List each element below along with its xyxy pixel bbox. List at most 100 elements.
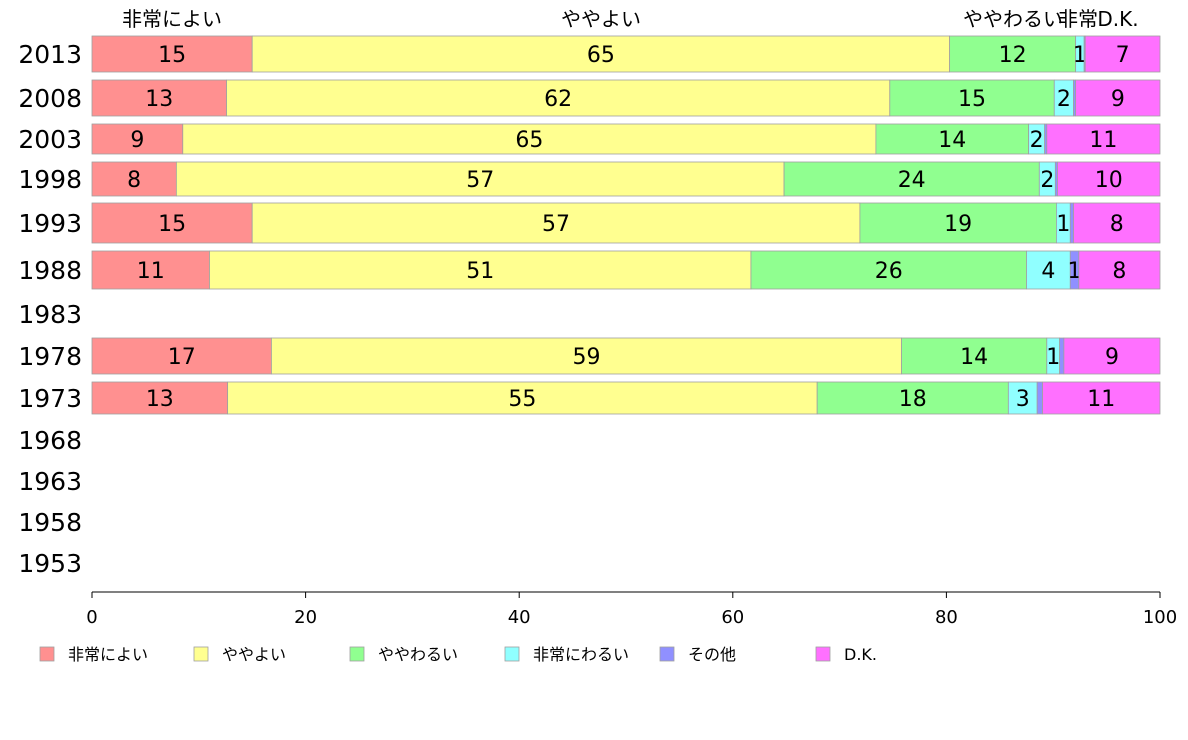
bar-1973-1 <box>227 381 818 415</box>
bar-label-1998-5: 10 <box>1095 168 1123 193</box>
bar-label-1998-1: 57 <box>466 168 494 193</box>
legend-swatch-0 <box>39 646 55 662</box>
bar-label-1978-1: 59 <box>572 345 600 370</box>
bar-label-1993-2: 19 <box>944 212 972 237</box>
bar-label-2003-5: 11 <box>1089 128 1117 153</box>
bar-2013-5 <box>1084 35 1161 73</box>
bar-2003-2 <box>875 123 1030 155</box>
bar-1978-4 <box>1059 337 1065 375</box>
top-label-3: 非常 <box>1058 7 1098 31</box>
bar-label-2013-1: 65 <box>587 43 615 68</box>
bar-2008-1 <box>226 79 891 117</box>
bar-label-1988-2: 26 <box>875 259 903 284</box>
bar-label-2008-3: 2 <box>1057 87 1071 112</box>
legend-label-4: その他 <box>688 645 736 664</box>
year-label-1973: 1973 <box>18 384 82 413</box>
bar-label-1973-3: 3 <box>1016 387 1030 412</box>
bar-label-2008-0: 13 <box>145 87 173 112</box>
year-label-2003: 2003 <box>18 125 82 154</box>
bar-2008-0 <box>91 79 227 117</box>
bar-label-1988-5: 8 <box>1112 259 1126 284</box>
legend-label-1: ややよい <box>222 645 286 664</box>
year-label-2013: 2013 <box>18 40 82 69</box>
x-tick-label-100: 100 <box>1143 607 1177 628</box>
bar-2008-5 <box>1075 79 1161 117</box>
legend-label-0: 非常によい <box>68 645 148 664</box>
bar-label-1973-5: 11 <box>1087 387 1115 412</box>
bar-label-1988-1: 51 <box>466 259 494 284</box>
bar-label-1988-4: 1 <box>1068 259 1082 284</box>
x-tick-label-20: 20 <box>294 607 317 628</box>
bar-2013-1 <box>251 35 951 73</box>
bar-label-2008-1: 62 <box>544 87 572 112</box>
bar-1998-1 <box>175 161 785 197</box>
bar-label-1988-0: 11 <box>137 259 165 284</box>
year-label-1983: 1983 <box>18 300 82 329</box>
bar-label-1993-3: 1 <box>1056 212 1070 237</box>
bar-label-2003-3: 2 <box>1030 128 1044 153</box>
year-label-1988: 1988 <box>18 256 82 285</box>
legend-swatch-2 <box>349 646 365 662</box>
bar-label-1998-0: 8 <box>127 168 141 193</box>
bar-1973-5 <box>1042 381 1161 415</box>
bar-1993-4 <box>1069 202 1074 244</box>
bar-label-1993-5: 8 <box>1110 212 1124 237</box>
bar-1973-2 <box>816 381 1009 415</box>
bar-1988-1 <box>209 250 752 290</box>
bar-1978-0 <box>91 337 272 375</box>
bar-label-1973-2: 18 <box>899 387 927 412</box>
legend-label-5: D.K. <box>844 645 877 664</box>
bar-1998-2 <box>783 161 1040 197</box>
bar-label-1998-2: 24 <box>898 168 926 193</box>
bar-1973-3 <box>1007 381 1038 415</box>
bar-1998-0 <box>91 161 177 197</box>
year-label-1958: 1958 <box>18 508 82 537</box>
bar-label-1993-0: 15 <box>158 212 186 237</box>
top-label-2: ややわるい <box>963 7 1063 31</box>
bar-1973-4 <box>1036 381 1043 415</box>
bar-1973-0 <box>91 381 229 415</box>
bar-2003-1 <box>182 123 877 155</box>
bar-label-1978-0: 17 <box>168 345 196 370</box>
bar-label-1978-5: 9 <box>1105 345 1119 370</box>
year-label-1953: 1953 <box>18 549 82 578</box>
legend-swatch-5 <box>815 646 831 662</box>
year-label-1998: 1998 <box>18 165 82 194</box>
top-label-0: 非常によい <box>122 7 222 31</box>
bar-label-2013-5: 7 <box>1116 43 1130 68</box>
bar-label-2008-2: 15 <box>958 87 986 112</box>
bar-2008-2 <box>889 79 1055 117</box>
bar-1978-1 <box>271 337 902 375</box>
x-tick-label-60: 60 <box>721 607 744 628</box>
bar-label-2003-2: 14 <box>938 128 966 153</box>
bar-label-1978-2: 14 <box>960 345 988 370</box>
bar-2013-2 <box>949 35 1077 73</box>
bar-label-2013-0: 15 <box>158 43 186 68</box>
bar-1993-5 <box>1073 202 1161 244</box>
bar-2003-0 <box>91 123 184 155</box>
x-tick-label-80: 80 <box>935 607 958 628</box>
bar-label-1998-3: 2 <box>1040 168 1054 193</box>
x-tick-label-40: 40 <box>508 607 531 628</box>
year-label-1963: 1963 <box>18 467 82 496</box>
year-label-1968: 1968 <box>18 426 82 455</box>
legend-swatch-3 <box>504 646 520 662</box>
bar-label-1988-3: 4 <box>1041 259 1055 284</box>
x-tick-label-0: 0 <box>86 607 97 628</box>
bar-label-2003-1: 65 <box>515 128 543 153</box>
bar-1988-2 <box>750 250 1027 290</box>
bar-label-1978-3: 1 <box>1046 345 1060 370</box>
bar-2003-5 <box>1046 123 1161 155</box>
bar-label-2013-2: 12 <box>999 43 1027 68</box>
year-label-1978: 1978 <box>18 342 82 371</box>
year-label-1993: 1993 <box>18 209 82 238</box>
bar-1998-5 <box>1057 161 1161 197</box>
legend-label-2: ややわるい <box>378 645 458 664</box>
bar-label-1973-1: 55 <box>508 387 536 412</box>
bar-1978-5 <box>1063 337 1161 375</box>
top-label-4: D.K. <box>1097 7 1138 31</box>
legend-swatch-1 <box>193 646 209 662</box>
bar-1988-3 <box>1026 250 1071 290</box>
bar-1978-2 <box>901 337 1048 375</box>
bar-1993-1 <box>251 202 861 244</box>
